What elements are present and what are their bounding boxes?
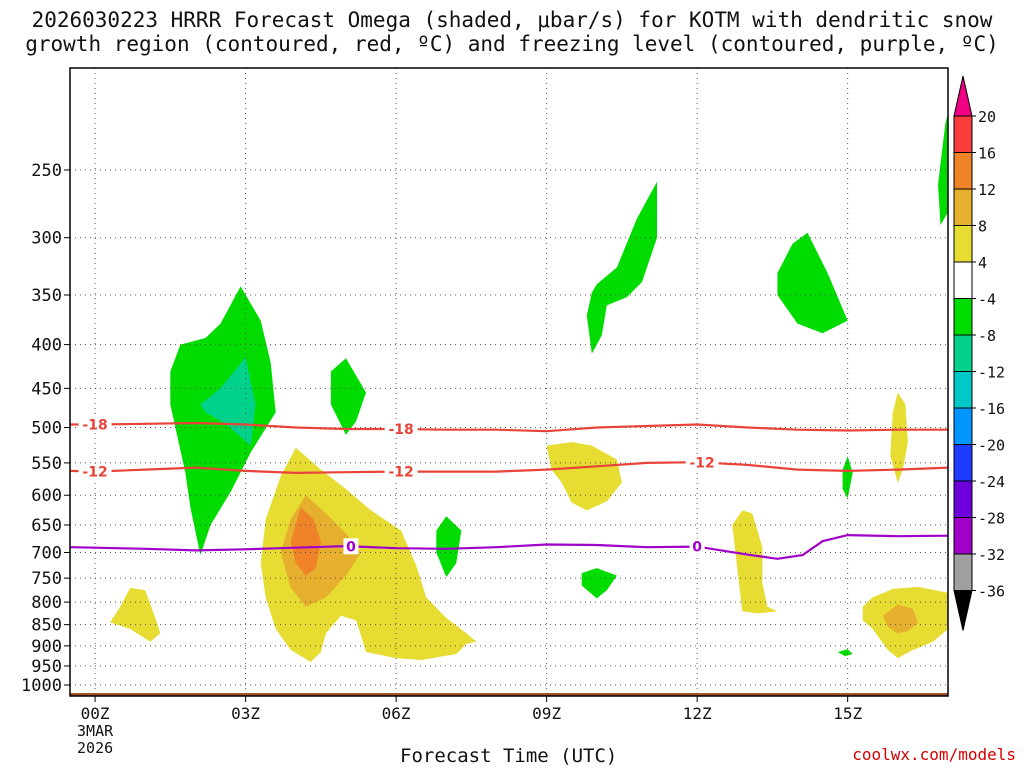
y-tick-label-750: 750 [31, 569, 62, 589]
dgz-minus12-label-bg [384, 463, 418, 480]
green-15z-low [837, 649, 853, 657]
terrain-fill [70, 693, 948, 696]
colorbar-bin--16--12 [953, 371, 973, 409]
colorbar-label: 16 [978, 145, 996, 163]
x-tick-label-03Z: 03Z [231, 704, 260, 723]
dgz-minus12-label: -12 [82, 465, 107, 481]
colorbar-label: -24 [978, 473, 1005, 491]
y-tick-label-350: 350 [31, 286, 62, 306]
green-14z [777, 232, 848, 334]
colorbar-bin-12-16 [953, 152, 973, 190]
x-tick-label-06Z: 06Z [382, 704, 411, 723]
colorbar-bin--28--24 [953, 480, 973, 518]
freezing-level-label: 0 [346, 539, 356, 555]
colorbar-label: -4 [978, 291, 996, 309]
colorbar-bin--36--32 [953, 553, 973, 591]
colorbar-arrow-bottom [953, 590, 973, 631]
freezing-level-label-bg [343, 538, 359, 555]
x-tick-year: 2026 [77, 739, 113, 757]
colorbar-bin--20--16 [953, 407, 973, 445]
axes: 2503003504004505005506006507007508008509… [21, 67, 949, 757]
chart-title: 2026030223 HRRR Forecast Omega (shaded, … [0, 8, 1024, 56]
colorbar-label: -16 [978, 400, 1005, 418]
x-tick-label-00Z: 00Z [81, 704, 110, 723]
dgz-minus18-line [70, 421, 948, 433]
y-tick-label-950: 950 [31, 657, 62, 677]
y-tick-label-600: 600 [31, 486, 62, 506]
colorbar-label: 12 [978, 181, 996, 199]
x-tick-label-15Z: 15Z [833, 704, 862, 723]
dgz-minus18-label-bg [384, 421, 418, 438]
deep-orange-04z [290, 507, 321, 576]
colorbar-label: -20 [978, 437, 1005, 455]
green-05z [330, 358, 366, 435]
y-tick-label-850: 850 [31, 616, 62, 636]
y-tick-label-800: 800 [31, 593, 62, 613]
y-tick-label-400: 400 [31, 336, 62, 356]
colorbar-bin--32--28 [953, 517, 973, 555]
x-tick-date: 3MAR [77, 722, 114, 740]
green-15z-small [842, 456, 853, 499]
dgz-minus12-line [69, 461, 949, 475]
yellow-09z [546, 442, 622, 511]
colorbar-bin--24--20 [953, 444, 973, 482]
freezing-level-label-bg [689, 538, 705, 555]
x-tick-label-12Z: 12Z [683, 704, 712, 723]
green-07z [436, 516, 462, 578]
y-tick-label-450: 450 [31, 379, 62, 399]
green-10z-upper [586, 181, 657, 354]
colorbar-label: 8 [978, 218, 987, 236]
dgz-minus12-label: -12 [690, 455, 715, 471]
y-tick-label-550: 550 [31, 454, 62, 474]
dgz-minus12-label-bg [685, 454, 719, 471]
colorbar-bin--12--8 [953, 334, 973, 372]
freezing-level-label: 0 [692, 540, 702, 556]
yellow-16z-upper [890, 392, 908, 483]
y-tick-label-650: 650 [31, 516, 62, 536]
title-line-2: growth region (contoured, red, ºC) and f… [25, 32, 999, 56]
colorbar-bin-4-8 [953, 225, 973, 263]
colorbar-bin--8--4 [953, 298, 973, 336]
y-tick-label-1000: 1000 [21, 676, 62, 696]
dgz-minus18-label-bg [78, 416, 112, 433]
dgz-minus12-label-bg [78, 463, 112, 480]
colorbar-label: 4 [978, 254, 987, 272]
plot-frame [69, 67, 949, 697]
yellow-13z [732, 510, 778, 614]
colorbar-label: -32 [978, 546, 1005, 564]
dgz-minus18-label: -18 [388, 422, 413, 438]
green-10z-lower [581, 568, 617, 599]
title-line-1: 2026030223 HRRR Forecast Omega (shaded, … [31, 8, 993, 32]
terrain-layer [70, 693, 948, 696]
colorbar-label: -36 [978, 583, 1005, 601]
yellow-01z [110, 587, 161, 642]
y-tick-label-900: 900 [31, 637, 62, 657]
colorbar-label: -28 [978, 510, 1005, 528]
green-17z-top [938, 113, 948, 226]
colorbar-bin--4-4 [953, 261, 973, 299]
source-credit: coolwx.com/models [852, 745, 1016, 764]
contour-layer: -18 -18 -12 -12 -12 0 0 [69, 416, 949, 560]
colorbar-label: -12 [978, 364, 1005, 382]
y-tick-label-500: 500 [31, 418, 62, 438]
orange-16z [882, 604, 918, 634]
colorbar-label: -8 [978, 327, 996, 345]
colorbar-bin-16-20 [953, 115, 973, 153]
x-tick-label-09Z: 09Z [532, 704, 561, 723]
x-axis-label: Forecast Time (UTC) [400, 745, 618, 767]
dgz-minus12-label: -12 [388, 465, 413, 481]
yellow-04z-main [260, 447, 477, 662]
y-tick-label-250: 250 [31, 161, 62, 181]
colorbar-bin-8-12 [953, 188, 973, 226]
colorbar: 20 16 12 8 4 -4 -8 -12 -16 -20 -24 -28 -32 -36 [953, 75, 1005, 631]
y-tick-label-700: 700 [31, 544, 62, 564]
dgz-minus18-label: -18 [82, 418, 107, 434]
freezing-level-line [69, 533, 949, 560]
y-tick-label-300: 300 [31, 229, 62, 249]
colorbar-label: 20 [978, 108, 996, 126]
colorbar-arrow-top [953, 75, 973, 117]
